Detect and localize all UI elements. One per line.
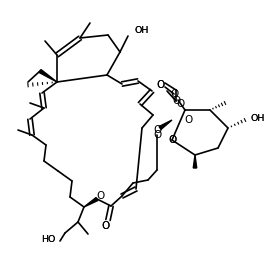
Text: HO: HO <box>41 235 55 244</box>
Polygon shape <box>39 70 57 82</box>
Text: O: O <box>101 221 109 231</box>
Text: O: O <box>156 80 164 90</box>
Text: OH: OH <box>134 26 148 34</box>
Text: O: O <box>153 125 161 135</box>
Text: O: O <box>176 99 184 109</box>
Text: O: O <box>96 191 104 201</box>
Text: O: O <box>172 96 180 106</box>
Polygon shape <box>159 120 172 130</box>
Text: O: O <box>170 89 178 99</box>
Text: OH: OH <box>250 113 264 123</box>
Text: O: O <box>101 221 109 231</box>
Text: O: O <box>168 135 176 145</box>
Text: O: O <box>153 130 161 140</box>
Text: O: O <box>168 135 176 145</box>
Text: O: O <box>184 115 192 125</box>
Polygon shape <box>84 197 98 207</box>
Text: O: O <box>156 80 164 90</box>
Text: OH: OH <box>134 26 148 34</box>
Text: HO: HO <box>41 235 55 244</box>
Text: OH: OH <box>250 113 264 123</box>
Polygon shape <box>193 155 197 168</box>
